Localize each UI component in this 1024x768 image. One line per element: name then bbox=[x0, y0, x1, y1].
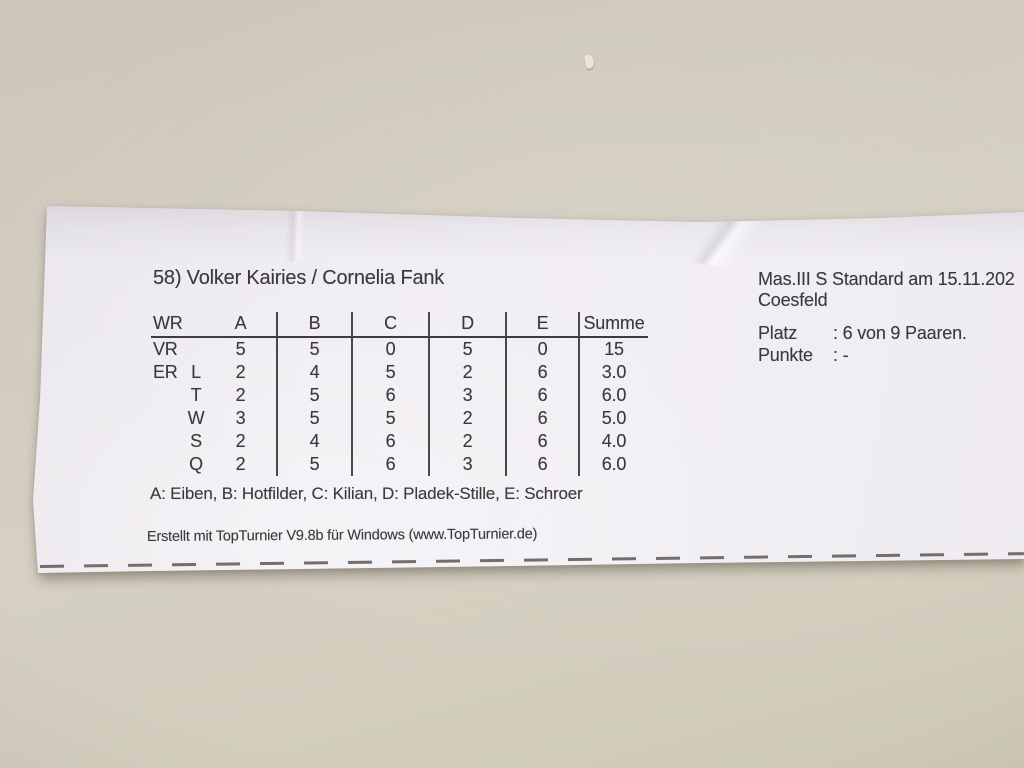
dance-letter: W bbox=[187, 408, 205, 428]
score-cell: 3 bbox=[205, 407, 278, 430]
dance-letter: L bbox=[191, 362, 201, 382]
placement-info: Platz : 6 von 9 Paaren. Punkte : - bbox=[758, 322, 967, 366]
sum-cell: 15 bbox=[604, 339, 624, 359]
score-cell: 4 bbox=[278, 361, 353, 384]
score-cell: 6 bbox=[353, 384, 430, 407]
score-cell: 6 bbox=[507, 407, 580, 430]
score-cell: 5 bbox=[278, 338, 353, 361]
score-cell: 5 bbox=[278, 384, 353, 407]
header-wr: WR bbox=[153, 313, 183, 333]
punkte-row: Punkte : - bbox=[758, 344, 967, 366]
table-row-q: Q 2 5 6 3 6 6.0 bbox=[151, 453, 648, 476]
score-cell: 2 bbox=[205, 430, 278, 453]
score-cell: 2 bbox=[430, 407, 507, 430]
round-cell: Q bbox=[151, 453, 205, 476]
score-cell: 6 bbox=[507, 361, 580, 384]
header-judge-e: E bbox=[507, 312, 580, 336]
dance-letter: Q bbox=[189, 454, 203, 474]
round-label: VR bbox=[153, 339, 178, 359]
dance-letter: S bbox=[190, 431, 202, 451]
platz-value: : 6 von 9 Paaren. bbox=[833, 323, 967, 343]
event-name: Mas.III S Standard am 15.11.202 bbox=[758, 269, 1015, 289]
header-judge-c: C bbox=[353, 312, 430, 336]
score-cell: 6 bbox=[507, 384, 580, 407]
round-cell: T bbox=[151, 384, 205, 407]
punkte-value: : - bbox=[833, 345, 849, 365]
score-cell: 5 bbox=[278, 453, 353, 476]
score-cell: 6 bbox=[353, 453, 430, 476]
footer-note: Erstellt mit TopTurnier V9.8b für Window… bbox=[146, 526, 538, 545]
table-row-w: W 3 5 5 2 6 5.0 bbox=[151, 407, 648, 430]
header-summe: Summe bbox=[583, 313, 645, 333]
punkte-label: Punkte bbox=[758, 345, 813, 365]
event-location: Coesfeld bbox=[758, 290, 828, 310]
sum-cell: 6.0 bbox=[601, 385, 627, 405]
sum-cell: 4.0 bbox=[601, 431, 627, 451]
table-header-row: WR A B C D E Summe bbox=[151, 312, 648, 338]
score-cell: 6 bbox=[353, 430, 430, 453]
sum-cell: 5.0 bbox=[601, 408, 627, 428]
score-cell: 2 bbox=[205, 384, 278, 407]
score-cell: 2 bbox=[205, 361, 278, 384]
header-judge-a: A bbox=[205, 312, 278, 336]
sum-cell: 3.0 bbox=[601, 362, 627, 382]
score-cell: 2 bbox=[205, 453, 278, 476]
score-cell: 2 bbox=[430, 361, 507, 384]
table-row-t: T 2 5 6 3 6 6.0 bbox=[151, 384, 648, 407]
score-cell: 5 bbox=[205, 338, 278, 361]
header-judge-d: D bbox=[430, 312, 507, 336]
score-cell: 4 bbox=[278, 430, 353, 453]
score-cell: 6 bbox=[507, 430, 580, 453]
sum-cell: 6.0 bbox=[601, 454, 627, 474]
score-cell: 6 bbox=[507, 453, 580, 476]
score-cell: 2 bbox=[430, 430, 507, 453]
couple-title: 58) Volker Kairies / Cornelia Fank bbox=[153, 267, 445, 289]
table-row-er-l: ER L 2 4 5 2 6 3.0 bbox=[151, 361, 648, 384]
score-cell: 3 bbox=[430, 453, 507, 476]
table-row-s: S 2 4 6 2 6 4.0 bbox=[151, 430, 648, 453]
round-label: ER bbox=[153, 362, 178, 382]
score-cell: 5 bbox=[353, 361, 430, 384]
score-cell: 5 bbox=[353, 407, 430, 430]
header-judge-b: B bbox=[278, 312, 353, 336]
platz-row: Platz : 6 von 9 Paaren. bbox=[758, 322, 967, 344]
round-cell: W bbox=[151, 407, 205, 430]
score-cell: 5 bbox=[278, 407, 353, 430]
score-cell: 5 bbox=[430, 338, 507, 361]
score-table: WR A B C D E Summe VR 5 5 0 5 bbox=[151, 312, 648, 476]
round-cell: S bbox=[151, 430, 205, 453]
judges-legend: A: Eiben, B: Hotfilder, C: Kilian, D: Pl… bbox=[150, 484, 583, 503]
score-cell: 0 bbox=[353, 338, 430, 361]
score-cell: 3 bbox=[430, 384, 507, 407]
round-cell: ER L bbox=[151, 361, 205, 384]
round-cell: VR bbox=[151, 338, 205, 361]
score-cell: 0 bbox=[507, 338, 580, 361]
platz-label: Platz bbox=[758, 323, 798, 343]
event-info: Mas.III S Standard am 15.11.202 Coesfeld bbox=[758, 269, 1024, 311]
dance-letter: T bbox=[190, 385, 202, 405]
table-row-vr: VR 5 5 0 5 0 15 bbox=[151, 338, 648, 361]
